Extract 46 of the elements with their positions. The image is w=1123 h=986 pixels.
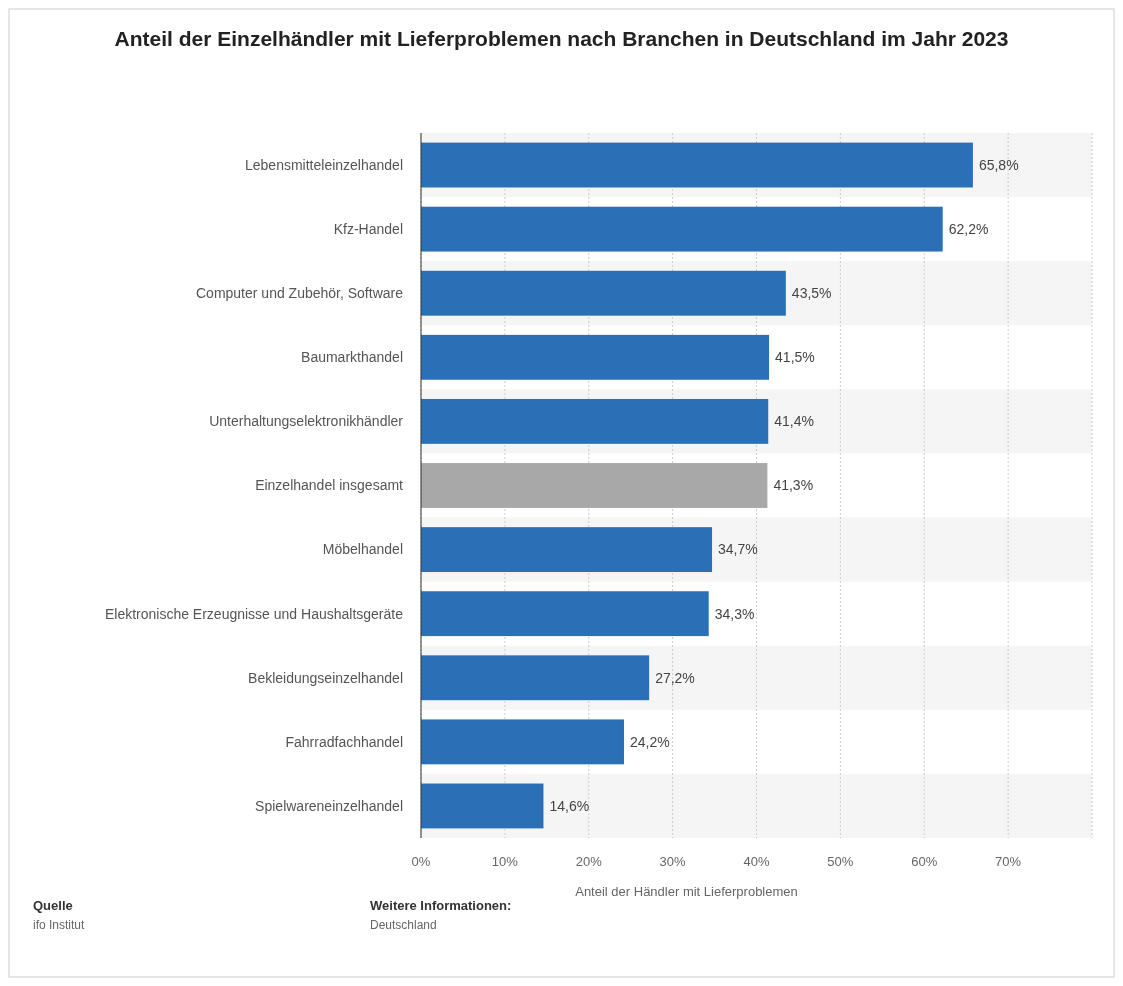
y-tick-label: Spielwareneinzelhandel [255,797,403,814]
x-tick-label: 70% [995,854,1022,869]
data-label: 14,6% [549,797,590,814]
bar [421,334,770,380]
bar [421,270,786,316]
data-label: 27,2% [655,669,695,686]
bar [421,655,650,701]
y-tick-label: Baumarkthandel [301,349,403,366]
x-tick-label: 60% [911,854,938,869]
y-tick-label: Unterhaltungselektronikhändler [209,413,404,430]
y-tick-label: Einzelhandel insgesamt [255,477,404,494]
bar [421,783,544,829]
x-tick-label: 20% [575,854,603,869]
bar [421,398,769,444]
bar [421,463,768,508]
x-tick-label: 0% [411,854,431,869]
x-tick-label: 30% [659,854,687,869]
y-tick-label: Computer und Zubehör, Software [195,285,404,302]
data-label: 43,5% [791,285,832,302]
data-label: 41,5% [775,349,815,366]
bar [421,206,943,252]
x-tick-label: 10% [491,854,519,869]
data-label: 34,3% [714,605,755,622]
data-label: 41,3% [773,477,814,494]
data-label: 62,2% [948,221,989,238]
chart-title: Anteil der Einzelhändler mit Lieferproblemen nach Branchen in Deutschland im Jahr 2023 [114,27,1009,50]
bar [421,527,713,573]
x-tick-label: 40% [743,854,770,869]
data-label: 65,8% [978,156,1019,173]
bar [421,719,624,765]
y-tick-label: Lebensmitteleinzelhandel [245,156,403,173]
text: Quelle [33,898,73,913]
y-tick-label: Fahrradfachhandel [285,733,403,750]
data-label: 41,4% [774,413,814,430]
text: Weitere Informationen: [370,898,512,913]
y-tick-label: Kfz-Handel [333,221,403,238]
data-label: 24,2% [629,733,670,750]
bar [421,591,709,637]
x-axis-title: Anteil der Händler mit Lieferproblemen [575,884,798,899]
text: Deutschland [370,918,437,932]
x-tick-label: 50% [827,854,854,869]
text: ifo Institut [33,918,86,932]
data-label: 34,7% [718,541,758,558]
y-tick-label: Bekleidungseinzelhandel [248,669,403,686]
y-tick-label: Elektronische Erzeugnisse und Haushaltsgeräte [104,605,404,622]
y-tick-label: Möbelhandel [322,541,403,558]
